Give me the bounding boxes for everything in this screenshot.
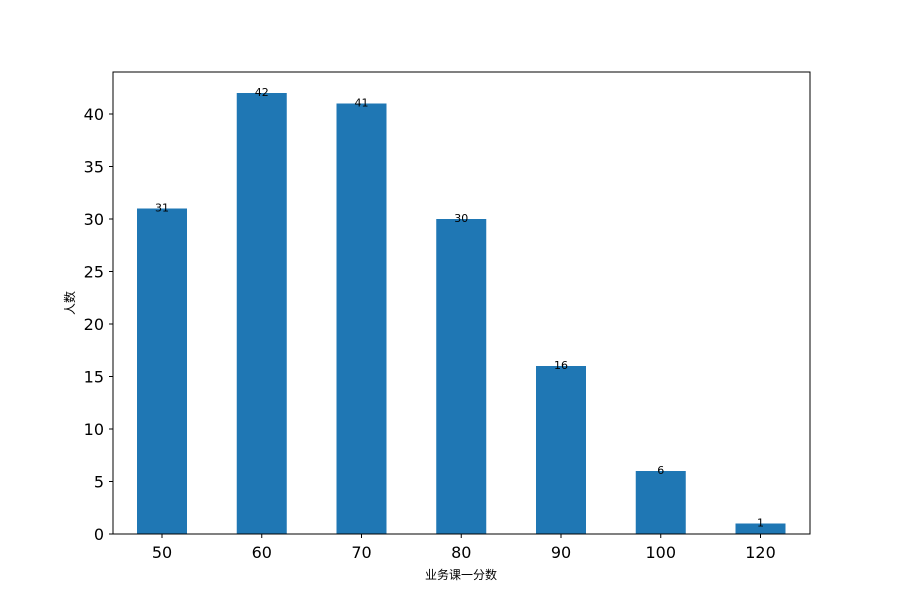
data-label-100: 6 <box>657 464 664 477</box>
x-tick-label-120: 120 <box>745 543 776 562</box>
x-axis-label: 业务课一分数 <box>425 567 497 582</box>
data-label-120: 1 <box>757 517 764 530</box>
data-label-80: 30 <box>454 212 468 225</box>
bars-group <box>137 93 786 534</box>
y-tick-label-5: 5 <box>94 473 104 492</box>
y-tick-label-25: 25 <box>84 263 104 282</box>
data-label-90: 16 <box>554 359 568 372</box>
x-tick-label-90: 90 <box>551 543 571 562</box>
x-tick-label-80: 80 <box>451 543 471 562</box>
x-tick-label-100: 100 <box>645 543 676 562</box>
y-tick-label-35: 35 <box>84 158 104 177</box>
y-tick-label-15: 15 <box>84 368 104 387</box>
x-tick-label-60: 60 <box>252 543 272 562</box>
y-tick-label-40: 40 <box>84 105 104 124</box>
bar-60 <box>236 93 287 534</box>
y-tick-label-20: 20 <box>84 315 104 334</box>
bar-90 <box>536 366 586 534</box>
y-axis-label: 人数 <box>62 291 77 315</box>
data-labels-group: 31 42 41 30 16 6 1 <box>155 86 764 530</box>
data-label-50: 31 <box>155 202 169 215</box>
data-label-60: 42 <box>255 86 269 99</box>
y-tick-label-30: 30 <box>84 210 104 229</box>
data-label-70: 41 <box>355 97 369 110</box>
bar-80 <box>436 219 487 534</box>
x-tick-label-50: 50 <box>152 543 172 562</box>
y-tick-label-0: 0 <box>94 525 104 544</box>
bar-70 <box>336 103 387 534</box>
y-tick-label-10: 10 <box>84 420 104 439</box>
x-axis-ticks: 50 60 70 80 90 100 120 <box>152 534 776 562</box>
bar-50 <box>137 208 187 534</box>
bar-100 <box>635 471 686 534</box>
bar-120 <box>735 523 786 534</box>
x-tick-label-70: 70 <box>351 543 371 562</box>
y-axis-ticks: 0 5 10 15 20 25 30 35 40 <box>84 105 113 544</box>
